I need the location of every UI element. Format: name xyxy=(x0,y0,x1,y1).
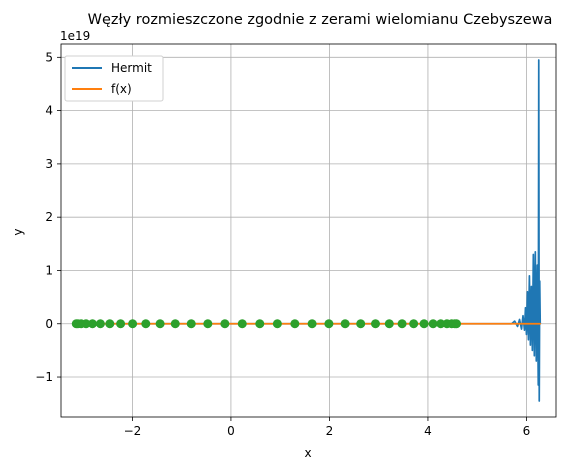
y-tick-label: 4 xyxy=(45,104,53,118)
y-tick-label: 3 xyxy=(45,157,53,171)
y-tick-label: 2 xyxy=(45,210,53,224)
x-tick-label: 6 xyxy=(523,424,531,438)
node-point xyxy=(88,319,97,328)
y-tick-label: 1 xyxy=(45,263,53,277)
node-point xyxy=(96,319,105,328)
node-point xyxy=(220,319,229,328)
node-point xyxy=(324,319,333,328)
node-point xyxy=(385,319,394,328)
node-point xyxy=(308,319,317,328)
y-tick-label: 5 xyxy=(45,50,53,64)
node-point xyxy=(255,319,264,328)
node-point xyxy=(420,319,429,328)
node-point xyxy=(156,319,165,328)
y-axis-label: y xyxy=(11,228,25,235)
node-point xyxy=(409,319,418,328)
x-tick-label: 0 xyxy=(227,424,235,438)
node-point xyxy=(187,319,196,328)
node-point xyxy=(203,319,212,328)
node-point xyxy=(452,319,461,328)
legend-hermit-label: Hermit xyxy=(111,61,152,75)
node-point xyxy=(141,319,150,328)
x-tick-label: −2 xyxy=(124,424,142,438)
y-tick-label: 0 xyxy=(45,317,53,331)
node-point xyxy=(273,319,282,328)
node-point xyxy=(116,319,125,328)
node-point xyxy=(356,319,365,328)
node-point xyxy=(238,319,247,328)
node-point xyxy=(371,319,380,328)
node-point xyxy=(105,319,114,328)
y-offset-label: 1e19 xyxy=(60,29,90,43)
node-point xyxy=(398,319,407,328)
x-axis-label: x xyxy=(304,446,311,460)
node-point xyxy=(128,319,137,328)
x-tick-label: 4 xyxy=(424,424,432,438)
node-point xyxy=(290,319,299,328)
node-point xyxy=(341,319,350,328)
node-point xyxy=(171,319,180,328)
chart-title: Węzły rozmieszczone zgodnie z zerami wie… xyxy=(88,12,553,28)
legend-fx-label: f(x) xyxy=(111,82,132,96)
x-tick-label: 2 xyxy=(326,424,334,438)
y-tick-label: −1 xyxy=(35,370,53,384)
legend: Hermit f(x) xyxy=(65,56,163,101)
